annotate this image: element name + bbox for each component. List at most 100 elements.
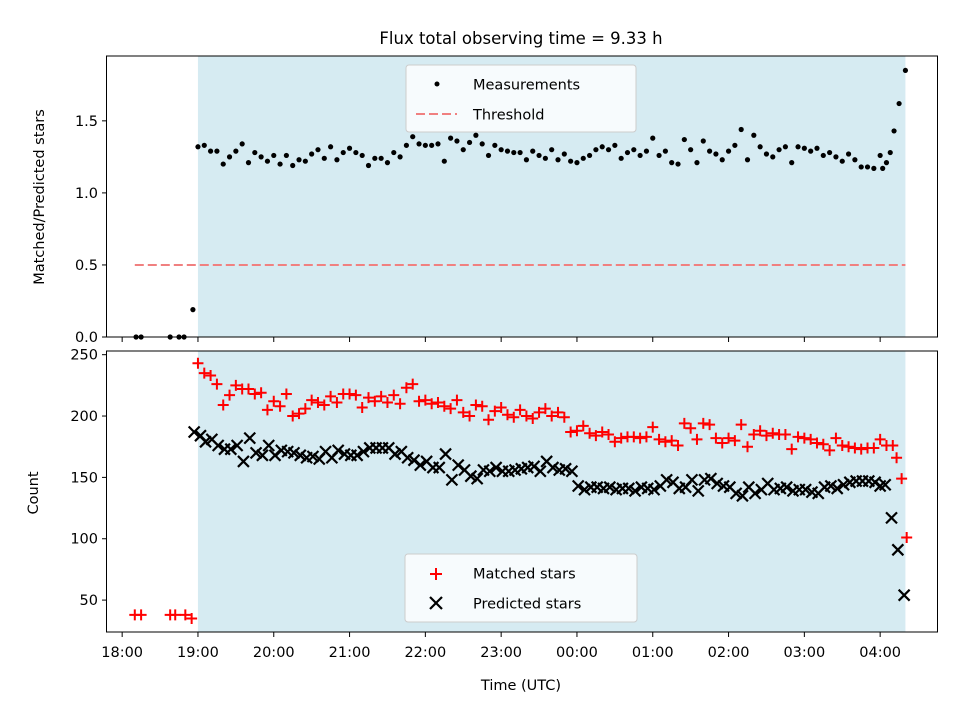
- matched-star-point: [843, 441, 855, 453]
- measurement-point: [226, 154, 233, 160]
- predicted-star-point: [439, 447, 452, 461]
- matched-star-point: [824, 444, 836, 456]
- matched-star-point: [274, 400, 286, 412]
- matched-star-point: [830, 432, 842, 444]
- matched-star-point: [552, 406, 564, 418]
- matched-star-point: [527, 412, 539, 424]
- measurement-point: [511, 149, 517, 156]
- measurement-point: [485, 152, 492, 159]
- measurement-point: [852, 157, 858, 163]
- measurement-point: [605, 147, 612, 153]
- measurement-point: [454, 138, 460, 144]
- measurement-point: [258, 154, 264, 160]
- matched-star-point: [836, 439, 848, 451]
- measurement-point: [429, 142, 435, 148]
- predicted-star-point: [432, 461, 446, 474]
- measurement-point: [725, 148, 732, 154]
- measurement-point: [732, 142, 738, 148]
- matched-star-point: [640, 431, 652, 443]
- figure-title: Flux total observing time = 9.33 h: [379, 29, 662, 48]
- matched-star-point: [704, 419, 716, 431]
- matched-star-point: [230, 379, 242, 391]
- measurement-point: [795, 144, 801, 150]
- measurement-point: [555, 157, 561, 163]
- measurement-point: [190, 307, 196, 313]
- measurement-point: [782, 144, 789, 150]
- matched-star-point: [896, 473, 908, 485]
- predicted-star-point: [565, 464, 579, 478]
- measurement-point: [435, 141, 441, 147]
- predicted-star-point: [878, 478, 892, 492]
- predicted-star-point: [830, 482, 844, 495]
- matched-star-point: [363, 392, 375, 404]
- measurement-point: [309, 151, 315, 157]
- x-axis-label: Time (UTC): [480, 678, 561, 694]
- measurement-point: [631, 147, 637, 153]
- measurement-point: [517, 149, 523, 156]
- matched-star-point: [268, 395, 280, 407]
- matched-star-point: [489, 405, 501, 417]
- predicted-star-point: [224, 442, 238, 456]
- measurement-point: [887, 149, 893, 156]
- predicted-star-point: [748, 487, 762, 500]
- measurement-point: [833, 154, 839, 160]
- x-tick-label: 20:00: [253, 645, 295, 661]
- matched-star-point: [426, 398, 438, 410]
- matched-star-point: [501, 409, 513, 421]
- predicted-star-point: [891, 543, 905, 557]
- matched-star-point: [609, 436, 621, 448]
- matched-star-point: [457, 406, 469, 418]
- measurement-point: [239, 141, 245, 147]
- measurement-point: [536, 152, 542, 159]
- measurement-point: [751, 132, 757, 138]
- ratio-y-tick-label: 1.5: [75, 114, 98, 130]
- measurement-point: [789, 160, 795, 166]
- measurement-point: [473, 132, 479, 138]
- measurement-point: [650, 135, 656, 141]
- matched-star-point: [577, 420, 589, 432]
- matched-star-point: [760, 430, 772, 442]
- matched-star-point: [224, 389, 236, 401]
- measurement-point: [391, 149, 397, 156]
- matched-star-point: [891, 452, 903, 464]
- measurement-point: [549, 147, 555, 153]
- matched-legend-label: Matched stars: [473, 567, 576, 583]
- matched-star-point: [369, 395, 381, 407]
- measurement-point: [410, 134, 416, 140]
- measurement-point: [504, 148, 511, 154]
- measurement-point: [891, 128, 897, 134]
- matched-star-point: [874, 433, 886, 445]
- measurement-point: [245, 160, 252, 166]
- predicted-legend-label: Predicted stars: [473, 597, 581, 613]
- x-tick-label: 01:00: [632, 645, 674, 661]
- matched-star-point: [198, 367, 210, 379]
- ratio-y-axis: 0.0 0.5 1.0 1.5: [75, 114, 107, 346]
- matched-star-point: [293, 408, 305, 420]
- measurement-point: [637, 152, 643, 159]
- predicted-star-point: [470, 472, 484, 485]
- matched-star-point: [584, 427, 596, 439]
- matched-star-point: [792, 431, 804, 443]
- matched-star-point: [255, 387, 267, 399]
- measurement-point: [656, 152, 662, 159]
- matched-star-point: [647, 421, 659, 433]
- measurement-point: [688, 147, 694, 153]
- predicted-star-point: [357, 445, 370, 458]
- matched-star-point: [312, 397, 324, 409]
- measurement-point: [700, 138, 706, 144]
- measurement-point: [757, 144, 763, 150]
- matched-star-point: [558, 411, 570, 423]
- measurement-point: [264, 158, 271, 164]
- x-tick-label: 21:00: [329, 645, 371, 661]
- count-legend-box: [404, 553, 638, 623]
- predicted-star-point: [256, 449, 269, 462]
- ratio-legend: Measurements Threshold: [405, 64, 637, 133]
- measurements-legend-label: Measurements: [473, 78, 580, 94]
- measurement-point: [403, 142, 410, 148]
- predicted-stars-points: [187, 425, 911, 602]
- measurement-point: [479, 141, 485, 147]
- matched-star-point: [495, 401, 507, 413]
- matched-star-point: [217, 399, 229, 411]
- matched-star-point: [318, 399, 330, 411]
- measurement-point: [675, 161, 681, 167]
